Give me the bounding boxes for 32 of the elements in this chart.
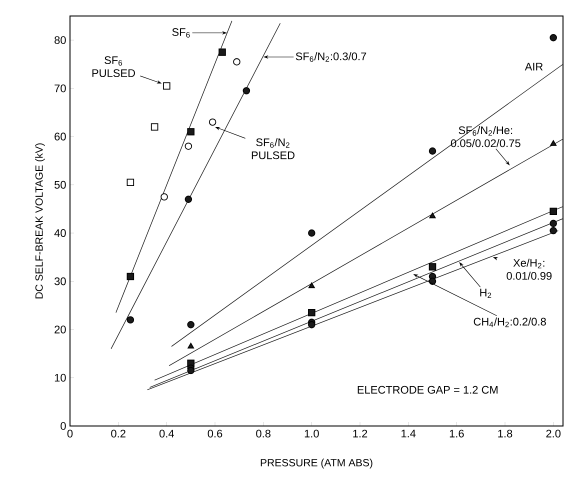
y-tick-label: 10 (54, 374, 66, 382)
x-tick-label: 1.6 (450, 430, 464, 438)
annotation: SF$_{6}$/N$_{2}$:0.3/0.7 (296, 52, 366, 62)
y-tick-label: 0 (60, 422, 66, 430)
y-tick-label: 70 (54, 84, 66, 92)
x-tick-label: 0 (67, 430, 73, 438)
x-tick-label: 0.2 (111, 430, 126, 438)
annotation: ELECTRODE GAP = 1.2 CM (358, 386, 498, 394)
annotation: SF$_{6}$ (172, 28, 190, 38)
y-tick-label: 60 (54, 132, 66, 140)
y-axis-title: DC SELF-BREAK VOLTAGE (kV) (35, 143, 45, 298)
x-tick-label: 0.4 (159, 430, 174, 438)
annotation: AIR (524, 62, 543, 70)
x-axis-title: PRESSURE (ATM ABS) (260, 458, 372, 468)
x-tick-label: 1.0 (304, 430, 319, 438)
y-tick-label: 20 (54, 326, 66, 334)
y-tick-label: 30 (54, 277, 66, 286)
y-tick-label: 80 (54, 36, 66, 44)
annotation: CH$_{4}$/H$_{2}$:0.2/0.8 (474, 317, 546, 328)
annotation: SF$_{6}$/N$_{2}$ PULSED (252, 138, 294, 160)
x-tick-label: 1.8 (498, 430, 512, 438)
x-tick-label: 2.0 (546, 430, 561, 438)
annotation: Xe/H$_{2}$: 0.01/0.99 (506, 258, 552, 280)
x-tick-label: 0.8 (256, 430, 271, 438)
y-tick-label: 50 (54, 180, 66, 189)
y-tick-label: 40 (54, 229, 66, 237)
annotation: SF$_{6}$/N$_{2}$/He: 0.05/0.02/0.75 (450, 126, 520, 148)
x-tick-label: 1.4 (402, 430, 416, 438)
x-tick-label: 0.6 (208, 430, 222, 438)
annotation: SF$_{6}$ PULSED (92, 56, 135, 78)
annotation: H$_{2}$ (480, 288, 492, 298)
x-tick-label: 1.2 (353, 430, 368, 438)
